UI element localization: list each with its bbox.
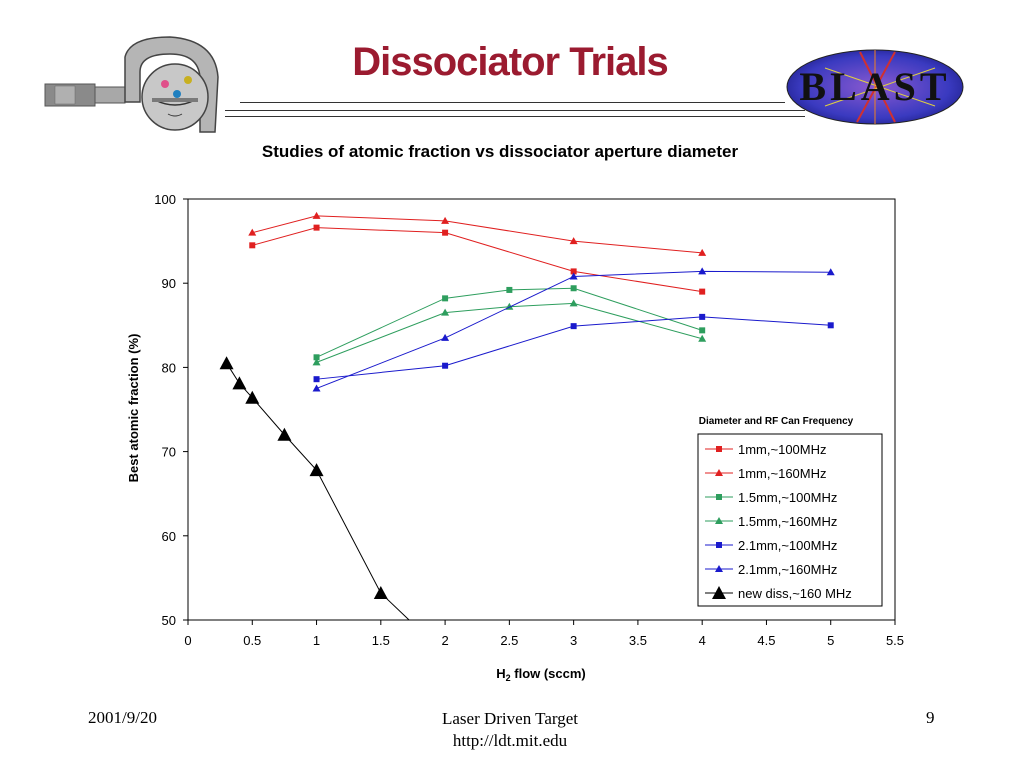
x-tick-label: 1.5 — [372, 633, 390, 648]
x-tick-label: 3.5 — [629, 633, 647, 648]
data-point — [699, 327, 706, 334]
data-point — [232, 376, 247, 390]
x-axis-label-main: H — [496, 666, 505, 681]
data-point — [570, 285, 577, 292]
legend-swatch-marker — [716, 494, 722, 500]
data-point — [569, 237, 578, 245]
data-point — [309, 463, 324, 477]
y-tick-label: 100 — [154, 192, 176, 207]
title-underline-2 — [225, 110, 805, 111]
legend-entry: 2.1mm,~100MHz — [738, 538, 837, 553]
legend-title: Diameter and RF Can Frequency — [699, 416, 854, 427]
legend-swatch-marker — [715, 565, 723, 572]
footer-date: 2001/9/20 — [88, 708, 157, 727]
x-tick-label: 0 — [184, 633, 191, 648]
y-tick-label: 70 — [162, 445, 176, 460]
footer-url: http://ldt.mit.edu — [452, 731, 568, 750]
legend-entry: 2.1mm,~160MHz — [738, 562, 837, 577]
x-tick-label: 2.5 — [500, 633, 518, 648]
x-tick-label: 4 — [699, 633, 706, 648]
data-point — [698, 267, 707, 275]
data-point — [699, 288, 706, 295]
legend-entry: 1mm,~160MHz — [738, 466, 827, 481]
x-tick-label: 5.5 — [886, 633, 904, 648]
data-point — [698, 248, 707, 256]
x-tick-label: 0.5 — [243, 633, 261, 648]
chart-title: Studies of atomic fraction vs dissociato… — [261, 142, 739, 161]
x-tick-label: 5 — [827, 633, 834, 648]
data-point — [570, 323, 577, 330]
x-tick-label: 3 — [570, 633, 577, 648]
x-tick-label: 1 — [313, 633, 320, 648]
data-point — [277, 427, 292, 441]
blast-logo-text: BLAST — [799, 64, 950, 109]
data-point — [441, 308, 450, 316]
legend-swatch-marker — [712, 586, 726, 599]
title-underline-1 — [240, 102, 785, 103]
y-tick-label: 80 — [162, 360, 176, 375]
x-tick-label: 2 — [441, 633, 448, 648]
y-tick-label: 90 — [162, 276, 176, 291]
data-point — [441, 333, 450, 341]
legend-entry: 1.5mm,~100MHz — [738, 490, 837, 505]
x-axis-label: H2 flow (sccm) — [496, 666, 586, 683]
data-point — [248, 228, 257, 236]
data-point — [442, 229, 449, 236]
data-point — [313, 376, 320, 383]
slide-title: Dissociator Trials — [352, 40, 668, 84]
footer-center: Laser Driven Target http://ldt.mit.edu — [360, 708, 660, 752]
data-point — [245, 390, 260, 404]
data-point — [827, 322, 834, 329]
data-point — [373, 586, 388, 600]
legend-swatch-marker — [716, 542, 722, 548]
x-tick-label: 4.5 — [757, 633, 775, 648]
data-point — [312, 384, 321, 392]
data-point — [441, 216, 450, 224]
footer-presentation-title: Laser Driven Target — [441, 709, 579, 728]
x-axis-label-sub: 2 — [506, 673, 511, 683]
data-point — [698, 334, 707, 342]
data-point — [313, 354, 320, 361]
legend-swatch-marker — [715, 469, 723, 476]
data-point — [569, 272, 578, 280]
x-axis-label-rest: flow (sccm) — [511, 666, 586, 681]
legend-entry: new diss,~160 MHz — [738, 586, 852, 601]
legend-swatch-marker — [715, 517, 723, 524]
data-point — [442, 295, 449, 302]
data-point — [826, 268, 835, 276]
caliper-face-logo — [44, 36, 219, 133]
legend-entry: 1.5mm,~160MHz — [738, 514, 837, 529]
legend-box — [697, 433, 883, 607]
data-point — [313, 224, 320, 231]
data-point — [569, 299, 578, 307]
y-tick-label: 60 — [162, 529, 176, 544]
data-point — [570, 268, 577, 275]
data-point — [249, 242, 256, 249]
data-point — [699, 313, 706, 320]
blast-logo: BLAST — [786, 49, 964, 125]
data-point — [312, 211, 321, 219]
data-point — [442, 362, 449, 369]
legend-entry: 1mm,~100MHz — [738, 442, 827, 457]
data-point — [506, 286, 513, 293]
data-point — [312, 358, 321, 366]
data-point — [219, 356, 234, 370]
legend-swatch-marker — [716, 446, 722, 452]
y-tick-label: 50 — [162, 613, 176, 628]
y-axis-label: Best atomic fraction (%) — [126, 334, 141, 483]
title-underline-3 — [225, 116, 805, 117]
page-number: 9 — [926, 708, 935, 727]
